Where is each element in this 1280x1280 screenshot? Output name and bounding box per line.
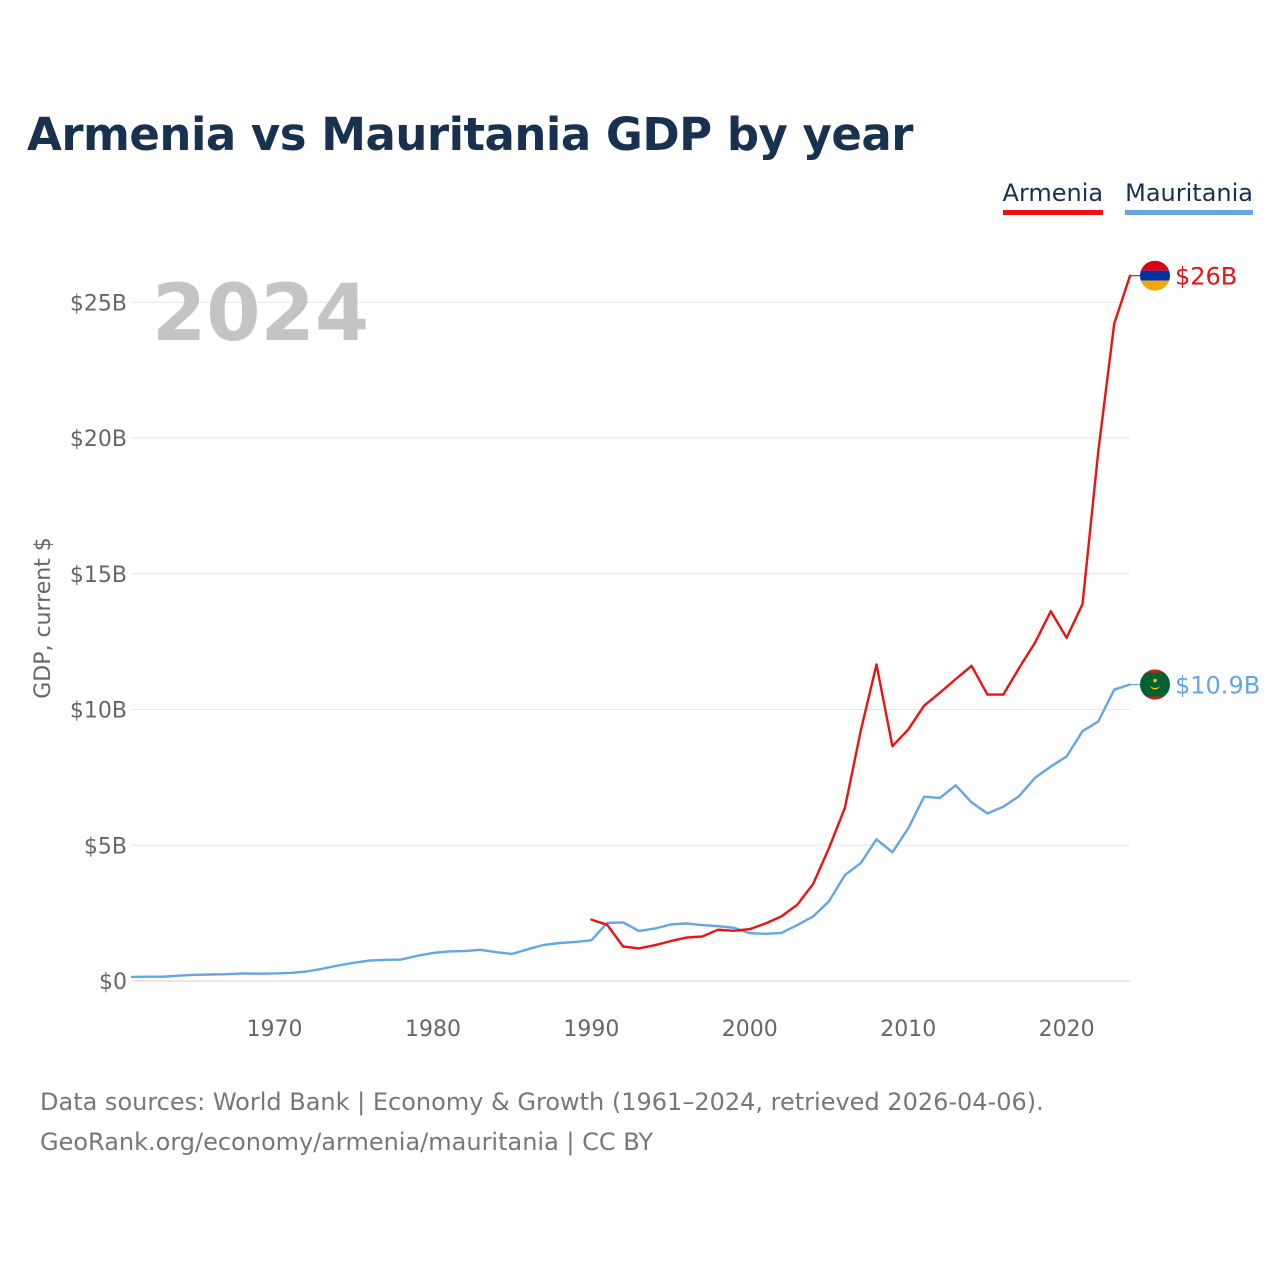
x-tick-label: 1990 bbox=[563, 1017, 619, 1042]
legend-item-armenia[interactable]: Armenia bbox=[1002, 178, 1104, 215]
y-tick-label: $25B bbox=[70, 291, 127, 316]
footer-attribution[interactable]: GeoRank.org/economy/armenia/mauritania |… bbox=[40, 1128, 654, 1156]
axis-layer: $0 $5B $10B $15B $20B $25B 1970 1980 1990 2000 201… bbox=[70, 291, 1095, 1042]
flag-layer: $10.9B $26B bbox=[1140, 260, 1260, 700]
x-tick-label: 2000 bbox=[722, 1017, 778, 1042]
series-layer bbox=[130, 274, 1141, 979]
x-tick-label: 1970 bbox=[247, 1017, 303, 1042]
legend: Armenia Mauritania bbox=[1002, 178, 1253, 215]
gdp-line-chart: $0 $5B $10B $15B $20B $25B 1970 1980 1990 2000 201… bbox=[31, 260, 1260, 1042]
armenia-flag-icon bbox=[1140, 260, 1170, 291]
series-line-armenia[interactable] bbox=[590, 274, 1132, 950]
x-tick-label: 2020 bbox=[1039, 1017, 1095, 1042]
end-value-label-armenia: $26B bbox=[1175, 263, 1237, 291]
footer-sources: Data sources: World Bank | Economy & Gro… bbox=[40, 1088, 1044, 1116]
mauritania-flag-icon bbox=[1140, 669, 1170, 700]
end-value-label-mauritania: $10.9B bbox=[1175, 672, 1260, 700]
footer: Data sources: World Bank | Economy & Gro… bbox=[40, 1082, 1044, 1162]
y-tick-label: $10B bbox=[70, 699, 127, 724]
y-tick-label: $20B bbox=[70, 427, 127, 452]
x-tick-label: 2010 bbox=[880, 1017, 936, 1042]
x-tick-label: 1980 bbox=[405, 1017, 461, 1042]
y-tick-label: $15B bbox=[70, 563, 127, 588]
y-tick-label: $5B bbox=[84, 834, 127, 859]
legend-item-mauritania[interactable]: Mauritania bbox=[1125, 178, 1253, 215]
grid-layer bbox=[132, 301, 1130, 982]
year-watermark: 2024 bbox=[152, 269, 369, 359]
series-line-mauritania[interactable] bbox=[130, 683, 1132, 979]
y-axis-label: GDP, current $ bbox=[31, 537, 56, 699]
chart-title: Armenia vs Mauritania GDP by year bbox=[27, 108, 913, 161]
y-tick-label: $0 bbox=[99, 970, 127, 995]
